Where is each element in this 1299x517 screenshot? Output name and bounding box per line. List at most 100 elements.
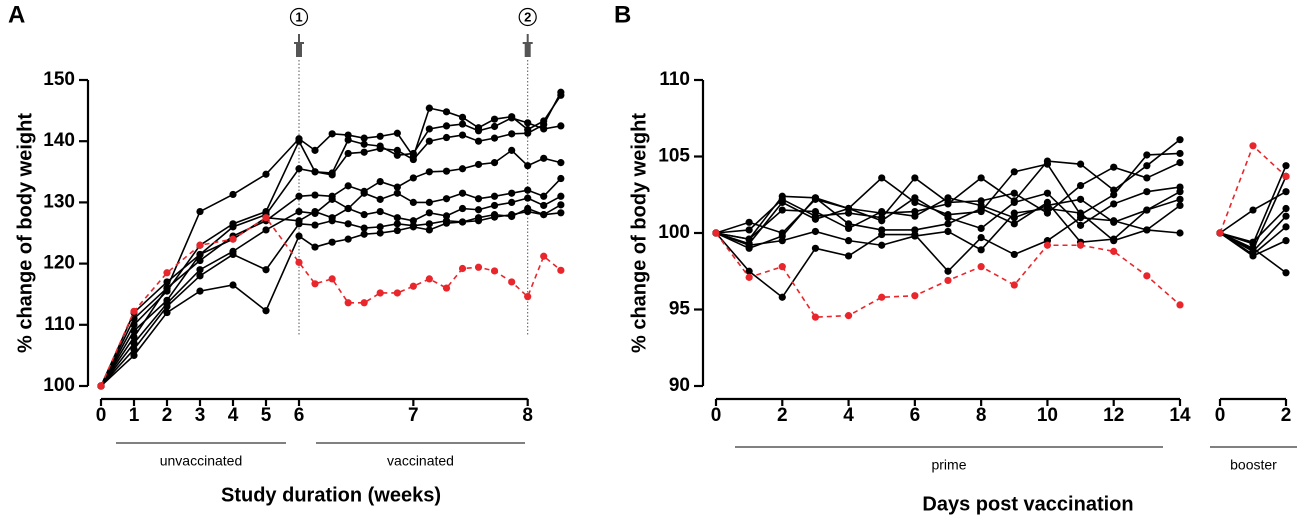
data-point	[911, 174, 919, 182]
data-point	[1043, 189, 1052, 197]
data-point	[524, 194, 532, 202]
data-point	[474, 137, 483, 145]
data-point	[344, 136, 352, 144]
data-point	[442, 122, 451, 130]
data-point	[878, 230, 886, 239]
data-point	[163, 302, 171, 311]
data-point	[557, 88, 565, 96]
x-tick-label: 7	[408, 405, 419, 426]
data-point	[393, 289, 401, 297]
data-point	[1282, 172, 1290, 180]
data-point	[163, 308, 171, 317]
y-tick-label: 130	[43, 191, 75, 212]
x-tick-label: 8	[522, 405, 533, 426]
data-point	[295, 207, 303, 216]
data-point	[778, 263, 786, 271]
data-point	[311, 207, 319, 216]
data-point	[1143, 188, 1151, 196]
data-point	[130, 327, 138, 335]
data-point	[1110, 247, 1118, 255]
data-point	[295, 165, 303, 173]
data-point	[557, 266, 565, 274]
data-point	[1076, 214, 1085, 222]
data-point	[878, 241, 886, 249]
series-line	[100, 149, 562, 387]
data-point	[844, 312, 853, 320]
data-point	[490, 159, 499, 167]
data-point	[1282, 223, 1290, 231]
data-point	[1249, 206, 1257, 214]
x-tick-label: 1	[129, 405, 140, 426]
data-point	[458, 120, 467, 128]
data-point	[745, 235, 753, 243]
data-point	[328, 275, 336, 283]
period-label: booster	[1230, 457, 1277, 473]
data-point	[1110, 200, 1118, 208]
data-point	[393, 146, 401, 154]
data-point	[425, 137, 433, 145]
data-point	[311, 280, 319, 288]
data-point	[1249, 244, 1257, 252]
data-point	[1043, 160, 1052, 168]
data-point	[524, 129, 532, 137]
data-point	[376, 207, 384, 216]
data-point	[130, 339, 138, 347]
x-axis-title: Days post vaccination	[922, 493, 1133, 515]
x-tick-label: 4	[843, 405, 854, 426]
data-point	[425, 104, 433, 112]
x-tick-label: 6	[294, 405, 305, 426]
data-point	[745, 241, 753, 249]
data-point	[944, 267, 952, 275]
data-point	[508, 278, 516, 286]
data-point	[1076, 241, 1085, 249]
data-point	[977, 174, 985, 182]
data-point	[393, 220, 401, 228]
data-point	[557, 159, 565, 167]
data-point	[490, 134, 499, 142]
data-point	[458, 264, 467, 273]
data-point	[1076, 221, 1085, 229]
data-point	[474, 160, 483, 169]
data-point	[508, 211, 516, 219]
data-point	[393, 214, 401, 222]
data-point	[811, 227, 820, 236]
data-point	[524, 119, 532, 127]
data-point	[1216, 229, 1224, 237]
x-tick-label: 4	[228, 405, 239, 426]
data-point	[360, 299, 368, 307]
vaccination-number: 1	[295, 9, 302, 24]
data-point	[844, 220, 853, 228]
data-point	[311, 221, 319, 229]
data-point	[878, 207, 886, 216]
data-point	[1076, 181, 1085, 190]
data-point	[944, 220, 952, 228]
data-point	[344, 149, 352, 158]
y-tick-label: 110	[44, 314, 75, 335]
data-point	[1143, 162, 1151, 170]
data-point	[1110, 217, 1118, 225]
data-point	[1076, 195, 1085, 203]
data-point	[1249, 252, 1257, 260]
data-point	[393, 226, 401, 235]
data-point	[557, 122, 565, 130]
data-point	[425, 125, 433, 133]
data-point	[360, 148, 368, 156]
data-point	[409, 149, 417, 158]
data-point	[458, 131, 467, 139]
data-point	[196, 272, 204, 280]
data-point	[844, 204, 853, 213]
data-point	[442, 219, 451, 227]
data-point	[229, 281, 237, 289]
x-tick-label: 2	[1281, 405, 1292, 426]
data-point	[1176, 229, 1184, 237]
data-point	[328, 195, 336, 203]
data-point	[376, 177, 384, 186]
data-point	[442, 195, 451, 203]
data-point	[508, 198, 516, 206]
data-point	[376, 289, 384, 297]
data-point	[328, 171, 336, 179]
data-point	[540, 192, 548, 200]
data-point	[811, 194, 820, 202]
data-point	[163, 269, 171, 277]
vaccination-number: 2	[524, 9, 531, 24]
